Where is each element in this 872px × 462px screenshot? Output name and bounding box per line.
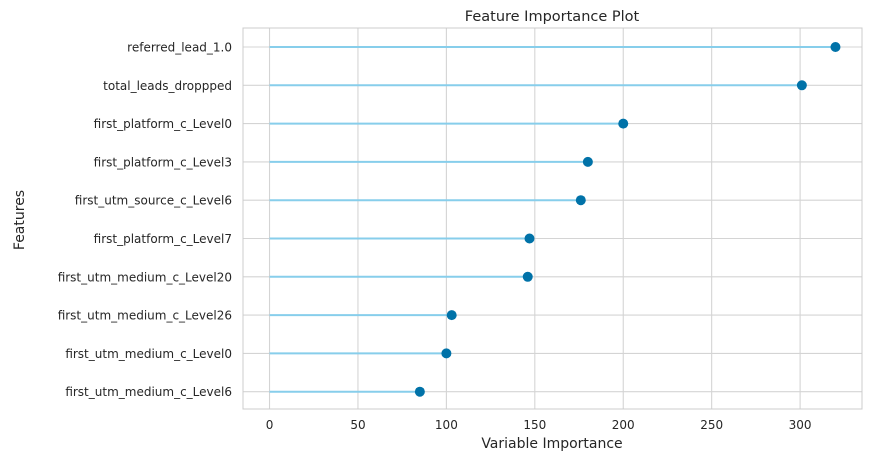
feature-label: first_platform_c_Level7: [94, 232, 232, 246]
stem-layer: [269, 46, 836, 393]
feature-label: first_utm_medium_c_Level26: [58, 309, 232, 323]
x-axis-label: Variable Importance: [481, 436, 622, 452]
feature-label: first_utm_medium_c_Level6: [65, 385, 232, 399]
x-tick-label: 300: [789, 418, 812, 432]
importance-marker: [522, 271, 533, 282]
importance-marker: [414, 386, 425, 397]
feature-label: first_platform_c_Level0: [94, 117, 232, 131]
x-tick-label: 0: [266, 418, 274, 432]
x-tick-label: 250: [700, 418, 723, 432]
marker-layer: [414, 42, 841, 397]
feature-label: first_utm_medium_c_Level0: [65, 347, 232, 361]
x-tick-label: 200: [612, 418, 635, 432]
y-axis-label: Features: [12, 190, 28, 250]
feature-label: first_utm_medium_c_Level20: [58, 270, 232, 284]
feature-label: first_platform_c_Level3: [94, 155, 232, 169]
importance-marker: [830, 42, 841, 52]
importance-marker: [446, 310, 457, 321]
x-tick-label: 150: [523, 418, 546, 432]
importance-marker: [618, 118, 629, 129]
chart-title: Feature Importance Plot: [465, 9, 640, 25]
importance-marker: [524, 233, 535, 244]
y-tick-labels: referred_lead_1.0 total_leads_dropppedfir…: [58, 41, 232, 400]
importance-marker: [575, 195, 586, 206]
x-tick-label: 50: [350, 418, 365, 432]
feature-label: first_utm_source_c_Level6: [75, 194, 232, 208]
feature-label: referred_lead_1.0: [127, 41, 232, 55]
importance-marker: [441, 348, 452, 359]
importance-marker: [796, 80, 807, 91]
plot-frame: [242, 27, 863, 410]
x-tick-label: 100: [435, 418, 458, 432]
feature-label: total_leads_droppped: [103, 79, 232, 93]
importance-marker: [582, 156, 593, 167]
x-tick-labels: 0 50 100 150 200 250 300: [266, 418, 812, 432]
